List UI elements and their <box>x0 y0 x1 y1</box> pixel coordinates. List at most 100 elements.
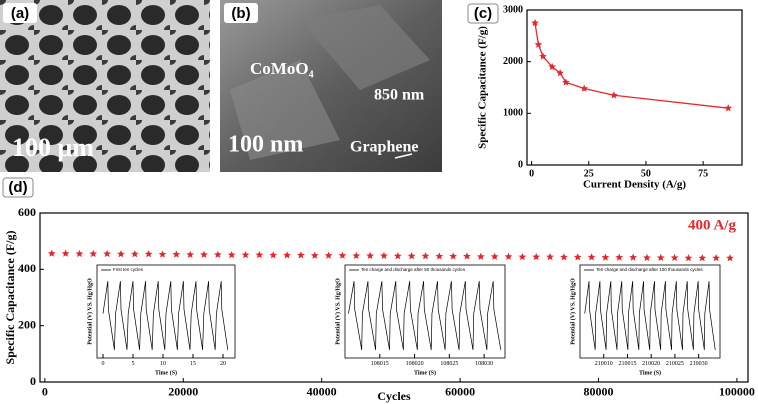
star-marker <box>255 250 264 259</box>
star-marker <box>610 91 618 99</box>
x-tick-label: 10 <box>160 361 166 367</box>
x-axis-title: Time (S) <box>414 369 436 376</box>
star-marker <box>629 253 637 261</box>
star-marker <box>449 252 457 260</box>
star-marker <box>269 251 278 259</box>
star-marker <box>144 250 153 258</box>
star-marker <box>131 250 139 258</box>
x-tick-label: 50 <box>641 168 651 179</box>
legend-label: Ten charge and discharge after 50 thousa… <box>361 267 466 272</box>
scale-text: 100 μm <box>12 133 94 162</box>
star-marker <box>186 250 194 258</box>
star-marker <box>214 250 222 258</box>
annotation: 400 A/g <box>688 217 736 233</box>
x-tick-label: 210010 <box>595 361 613 367</box>
star-marker <box>490 252 499 260</box>
x-tick-label: 100000 <box>719 385 755 399</box>
x-axis-title: Time (S) <box>155 369 177 376</box>
x-tick-label: 80000 <box>584 385 614 399</box>
x-tick-label: 210030 <box>690 361 708 367</box>
star-marker <box>200 250 208 258</box>
star-marker <box>615 253 624 261</box>
star-marker <box>394 252 402 260</box>
star-marker <box>684 254 693 262</box>
star-marker <box>338 251 347 259</box>
star-marker <box>601 253 610 261</box>
star-marker <box>172 250 181 258</box>
x-axis-title: Cycles <box>377 389 411 403</box>
star-marker <box>310 251 319 259</box>
label-box <box>3 3 37 23</box>
y-tick-label: 0 <box>30 374 36 388</box>
x-tick-label: 20 <box>220 361 226 367</box>
x-tick-label: 0 <box>102 361 105 367</box>
star-marker <box>560 253 568 261</box>
label-box <box>224 3 258 23</box>
star-marker <box>726 254 734 262</box>
panel-label: (a) <box>11 5 29 22</box>
star-marker <box>504 252 513 260</box>
chart: 0 25 50 75 0 1000 2000 3000 Current Density (A/g… <box>467 3 743 191</box>
star-marker <box>227 250 236 259</box>
panel-label: (b) <box>231 5 250 22</box>
sem-image-b: (b) CoMoO₄ 850 nm 100 nm Graphene <box>220 0 442 172</box>
star-marker <box>534 40 543 48</box>
flake <box>230 60 340 160</box>
series-line <box>584 281 716 350</box>
y-axis-title: Specific Capacitance (F/g) <box>477 26 489 149</box>
star-marker <box>712 254 720 262</box>
legend-label: First ten cycles <box>113 267 144 272</box>
x-tick-label: 108020 <box>406 361 424 367</box>
star-marker <box>380 251 388 260</box>
star-marker <box>670 253 679 262</box>
y-axis-title: Potential (V) VS. Hg/HgO <box>86 278 93 345</box>
x-tick-label: 25 <box>584 168 594 179</box>
series-line <box>348 281 502 350</box>
y-tick-label: 1000 <box>503 108 523 119</box>
x-tick-label: 20000 <box>168 385 198 399</box>
star-marker <box>407 252 416 260</box>
chart: 0 5 10 15 20 Time (S) Potential (V) VS. Hg/HgO… <box>86 264 236 376</box>
star-marker <box>297 251 305 259</box>
star-marker <box>580 84 588 92</box>
star-marker <box>75 249 84 258</box>
x-tick-label: 0 <box>529 168 534 179</box>
x-tick-label: 210025 <box>666 361 684 367</box>
x-tick-label: 108015 <box>371 361 389 367</box>
y-tick-label: 2000 <box>503 56 523 67</box>
star-marker <box>324 251 333 259</box>
material-text: CoMoO₄ <box>250 59 314 78</box>
sem-image-a: (a) 100 μm <box>0 0 210 172</box>
chart: 108015 108020 108025 108030 Time (S) Potentia… <box>334 264 506 376</box>
star-marker <box>539 52 547 60</box>
label-box <box>2 177 34 198</box>
star-marker <box>366 251 374 260</box>
star-marker <box>556 69 564 77</box>
x-tick-label: 15 <box>190 361 196 367</box>
x-tick-label: 108030 <box>475 361 493 367</box>
star-marker <box>421 252 430 260</box>
y-axis-title: Specific Capacitance (F/g) <box>3 231 17 365</box>
x-tick-label: 0 <box>42 385 48 399</box>
x-tick-label: 5 <box>132 361 135 367</box>
star-marker <box>435 252 444 260</box>
y-tick-label: 400 <box>18 261 36 275</box>
star-marker <box>531 18 539 27</box>
y-tick-label: 600 <box>18 205 36 219</box>
x-tick-label: 210015 <box>618 361 636 367</box>
x-tick-label: 210020 <box>642 361 660 367</box>
flake <box>300 5 430 90</box>
panel-label: (c) <box>474 5 492 22</box>
star-marker <box>477 252 485 260</box>
star-marker <box>656 253 665 262</box>
legend-label: Ten charge and discharge after 100 thous… <box>596 267 703 272</box>
scale-text: 100 nm <box>228 132 303 158</box>
chart: 210010 210015 210020 210025 210030 Time (S) Po… <box>569 264 721 376</box>
star-marker <box>89 249 98 258</box>
arrow <box>394 153 413 159</box>
panel-label: (d) <box>8 179 27 196</box>
y-tick-label: 3000 <box>503 4 523 15</box>
star-marker <box>518 252 527 261</box>
star-marker <box>643 253 651 262</box>
